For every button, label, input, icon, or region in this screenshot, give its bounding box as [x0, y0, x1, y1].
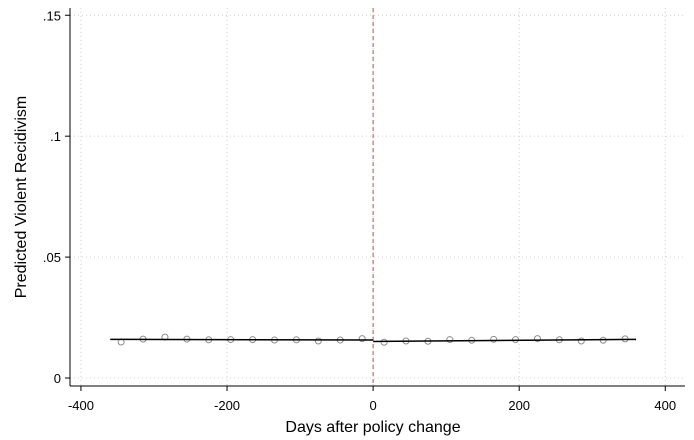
point [358, 335, 366, 343]
point [380, 338, 388, 346]
x-tick-label: 400 [654, 398, 676, 413]
fit-line [110, 338, 374, 341]
x-tick-label: -200 [214, 398, 240, 413]
point [577, 337, 585, 345]
point [446, 336, 454, 344]
y-tick-label: 0 [54, 371, 61, 386]
x-tick-label: 200 [508, 398, 530, 413]
point [490, 335, 498, 343]
x-tick-label: -400 [68, 398, 94, 413]
y-tick-label: .05 [43, 250, 61, 265]
y-tick-label: .1 [50, 129, 61, 144]
x-tick-label: 0 [370, 398, 377, 413]
x-axis-label: Days after policy change [285, 419, 460, 436]
point [314, 337, 322, 345]
y-tick-label: .15 [43, 8, 61, 23]
point [533, 335, 541, 343]
y-axis-label: Predicted Violent Recidivism [13, 96, 30, 298]
fit-line [373, 338, 637, 343]
